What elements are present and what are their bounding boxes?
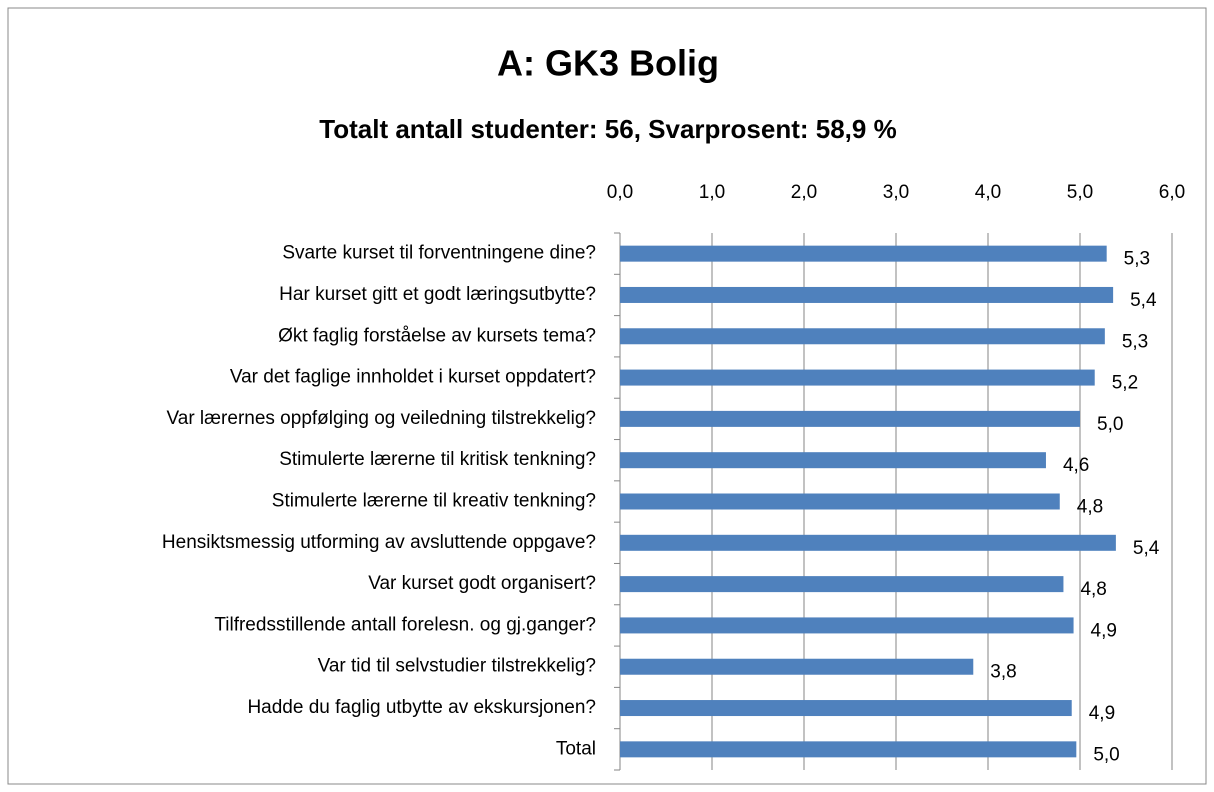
y-tick-label: Hensiktsmessig utforming av avsluttende … — [162, 532, 596, 553]
chart-frame — [7, 7, 1207, 785]
bar — [620, 493, 1060, 510]
value-label: 5,2 — [1112, 373, 1138, 394]
value-label: 4,9 — [1089, 703, 1115, 724]
x-tick-label: 4,0 — [975, 182, 1001, 203]
y-tick-label: Var det faglige innholdet i kurset oppda… — [230, 367, 596, 388]
x-tick-label: 6,0 — [1159, 182, 1185, 203]
value-label: 5,3 — [1122, 331, 1148, 352]
value-label: 5,4 — [1133, 538, 1160, 559]
x-tick-label: 3,0 — [883, 182, 909, 203]
value-label: 5,3 — [1124, 249, 1150, 270]
y-tick-label: Svarte kurset til forventningene dine? — [282, 243, 596, 264]
value-label: 5,0 — [1093, 744, 1119, 765]
bar — [620, 410, 1080, 427]
bar — [620, 741, 1077, 758]
bar — [620, 369, 1095, 386]
y-tick-label: Økt faglig forståelse av kursets tema? — [278, 325, 596, 346]
x-tick-label: 0,0 — [607, 182, 633, 203]
y-tick-label: Var tid til selvstudier tilstrekkelig? — [318, 656, 596, 677]
value-label: 4,9 — [1091, 620, 1117, 641]
bar — [620, 658, 974, 675]
chart-title: A: GK3 Bolig — [497, 43, 719, 84]
y-tick-label: Har kurset gitt et godt læringsutbytte? — [279, 284, 596, 305]
value-label: 3,8 — [990, 662, 1016, 683]
bar — [620, 328, 1105, 345]
y-tick-label: Stimulerte lærerne til kreativ tenkning? — [272, 491, 596, 512]
x-tick-label: 5,0 — [1067, 182, 1093, 203]
y-tick-label: Stimulerte lærerne til kritisk tenkning? — [279, 449, 596, 470]
bar — [620, 700, 1072, 717]
y-tick-label: Var kurset godt organisert? — [368, 573, 596, 594]
bar — [620, 452, 1046, 469]
value-label: 4,8 — [1080, 579, 1106, 600]
value-label: 5,4 — [1130, 290, 1157, 311]
value-label: 4,6 — [1063, 455, 1089, 476]
y-tick-label: Hadde du faglig utbytte av ekskursjonen? — [247, 697, 596, 718]
y-tick-label: Var lærernes oppfølging og veiledning ti… — [167, 408, 597, 429]
y-tick-label: Tilfredsstillende antall forelesn. og gj… — [214, 614, 596, 635]
bar — [620, 534, 1116, 551]
bar — [620, 576, 1064, 593]
bar — [620, 617, 1074, 634]
value-label: 4,8 — [1077, 497, 1103, 518]
x-tick-label: 2,0 — [791, 182, 817, 203]
y-tick-label: Total — [556, 738, 596, 759]
x-tick-label: 1,0 — [699, 182, 725, 203]
bar — [620, 286, 1114, 303]
bar — [620, 245, 1107, 262]
chart-subtitle: Totalt antall studenter: 56, Svarprosent… — [319, 114, 896, 144]
value-label: 5,0 — [1097, 414, 1123, 435]
